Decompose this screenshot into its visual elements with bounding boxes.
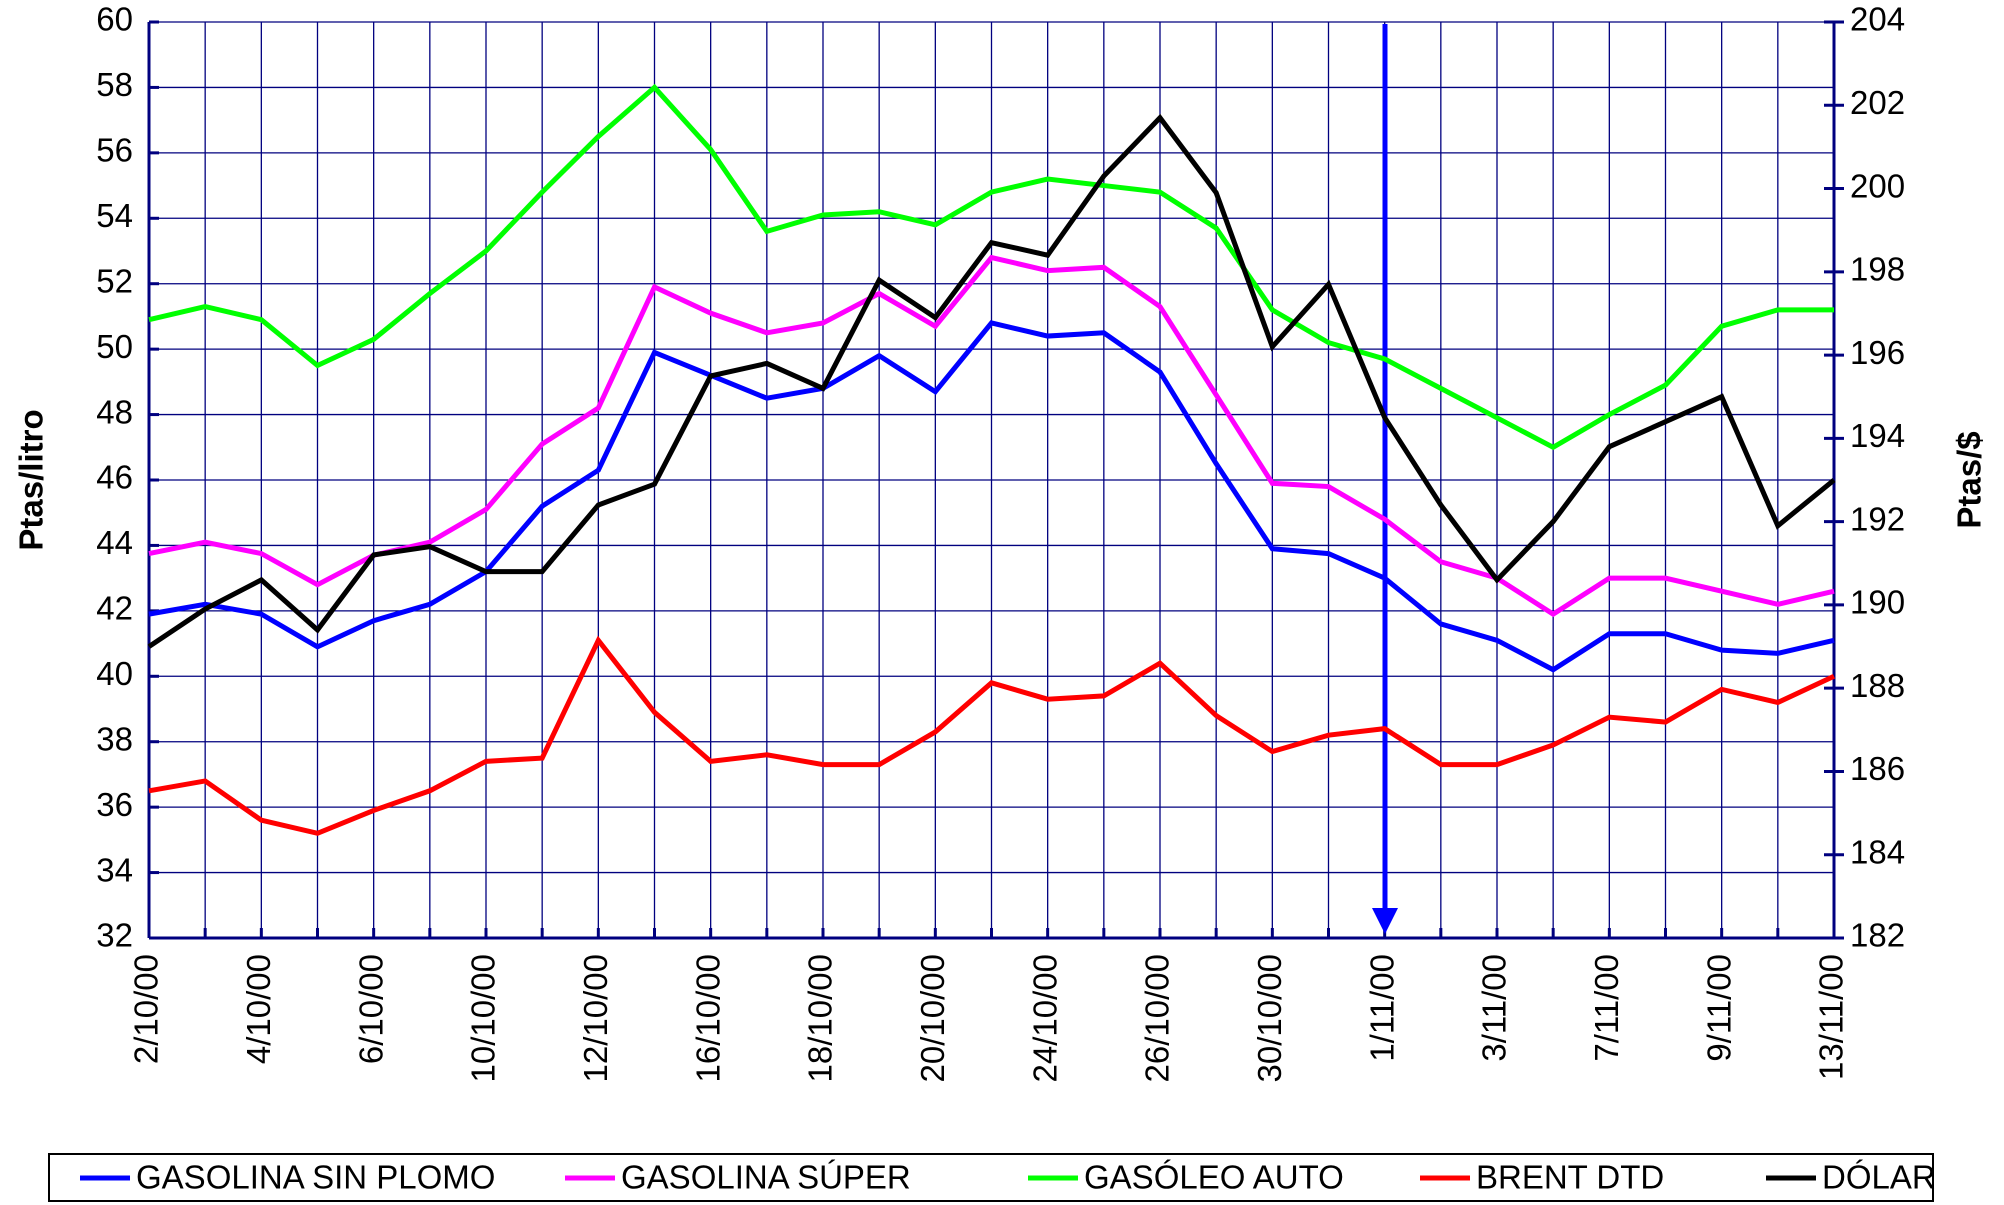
- x-tick-label: 16/10/00: [689, 954, 726, 1082]
- x-tick-label: 12/10/00: [577, 954, 614, 1082]
- legend-box: [48, 1153, 1934, 1202]
- y2-axis-label: Ptas/$: [1951, 431, 1988, 528]
- series-line: [148, 635, 1836, 836]
- series-line: [148, 254, 1835, 618]
- y-tick-label: 42: [96, 590, 133, 627]
- series-line: [147, 113, 1836, 649]
- x-tick-label: 18/10/00: [802, 954, 839, 1082]
- y2-tick-label: 200: [1850, 167, 1905, 204]
- y-tick-label: 54: [96, 197, 133, 234]
- y2-tick-label: 204: [1850, 1, 1905, 38]
- y2-tick-label: 182: [1850, 917, 1905, 954]
- y-tick-label: 38: [96, 720, 133, 757]
- y2-tick-label: 188: [1850, 667, 1905, 704]
- legend-label: DÓLAR: [1822, 1159, 1936, 1196]
- y-tick-label: 60: [96, 1, 133, 38]
- x-tick-label: 1/11/00: [1363, 954, 1400, 1062]
- series-line: [148, 320, 1835, 673]
- y2-tick-label: 190: [1850, 584, 1905, 621]
- y-tick-label: 46: [96, 459, 133, 496]
- y2-tick-label: 186: [1850, 750, 1905, 787]
- series-line: [148, 83, 1834, 451]
- x-tick-label: 20/10/00: [914, 954, 951, 1082]
- x-tick-label: 13/11/00: [1813, 954, 1850, 1080]
- y-tick-label: 52: [96, 262, 133, 299]
- y2-tick-label: 202: [1850, 84, 1905, 121]
- x-tick-label: 4/10/00: [240, 954, 277, 1064]
- y-tick-label: 40: [96, 655, 133, 692]
- x-tick-label: 30/10/00: [1251, 954, 1288, 1082]
- y2-tick-label: 198: [1850, 251, 1905, 288]
- x-tick-label: 3/11/00: [1476, 954, 1513, 1062]
- x-tick-label: 10/10/00: [465, 954, 502, 1082]
- y-tick-label: 44: [96, 524, 133, 561]
- legend-label: GASÓLEO AUTO: [1084, 1159, 1344, 1196]
- x-tick-label: 24/10/00: [1026, 954, 1063, 1082]
- y-tick-label: 34: [96, 851, 133, 888]
- x-tick-label: 6/10/00: [352, 954, 389, 1064]
- y-tick-label: 50: [96, 328, 133, 365]
- y2-tick-label: 184: [1850, 833, 1905, 870]
- y-tick-label: 32: [96, 917, 133, 954]
- y2-tick-label: 192: [1850, 500, 1905, 537]
- y-tick-label: 58: [96, 66, 133, 103]
- arrow-head: [1372, 908, 1398, 934]
- x-tick-label: 26/10/00: [1139, 954, 1176, 1082]
- y2-tick-label: 196: [1850, 334, 1905, 371]
- x-tick-label: 7/11/00: [1588, 954, 1625, 1062]
- x-tick-label: 9/11/00: [1700, 954, 1737, 1062]
- legend-label: GASOLINA SÚPER: [621, 1159, 911, 1196]
- x-tick-label: 2/10/00: [128, 954, 165, 1064]
- y-tick-label: 48: [96, 393, 133, 430]
- legend-label: BRENT DTD: [1476, 1159, 1664, 1196]
- y-tick-label: 56: [96, 132, 133, 169]
- y-tick-label: 36: [96, 786, 133, 823]
- y-axis-label: Ptas/litro: [13, 409, 50, 550]
- legend-label: GASOLINA SIN PLOMO: [136, 1159, 495, 1196]
- y2-tick-label: 194: [1850, 417, 1905, 454]
